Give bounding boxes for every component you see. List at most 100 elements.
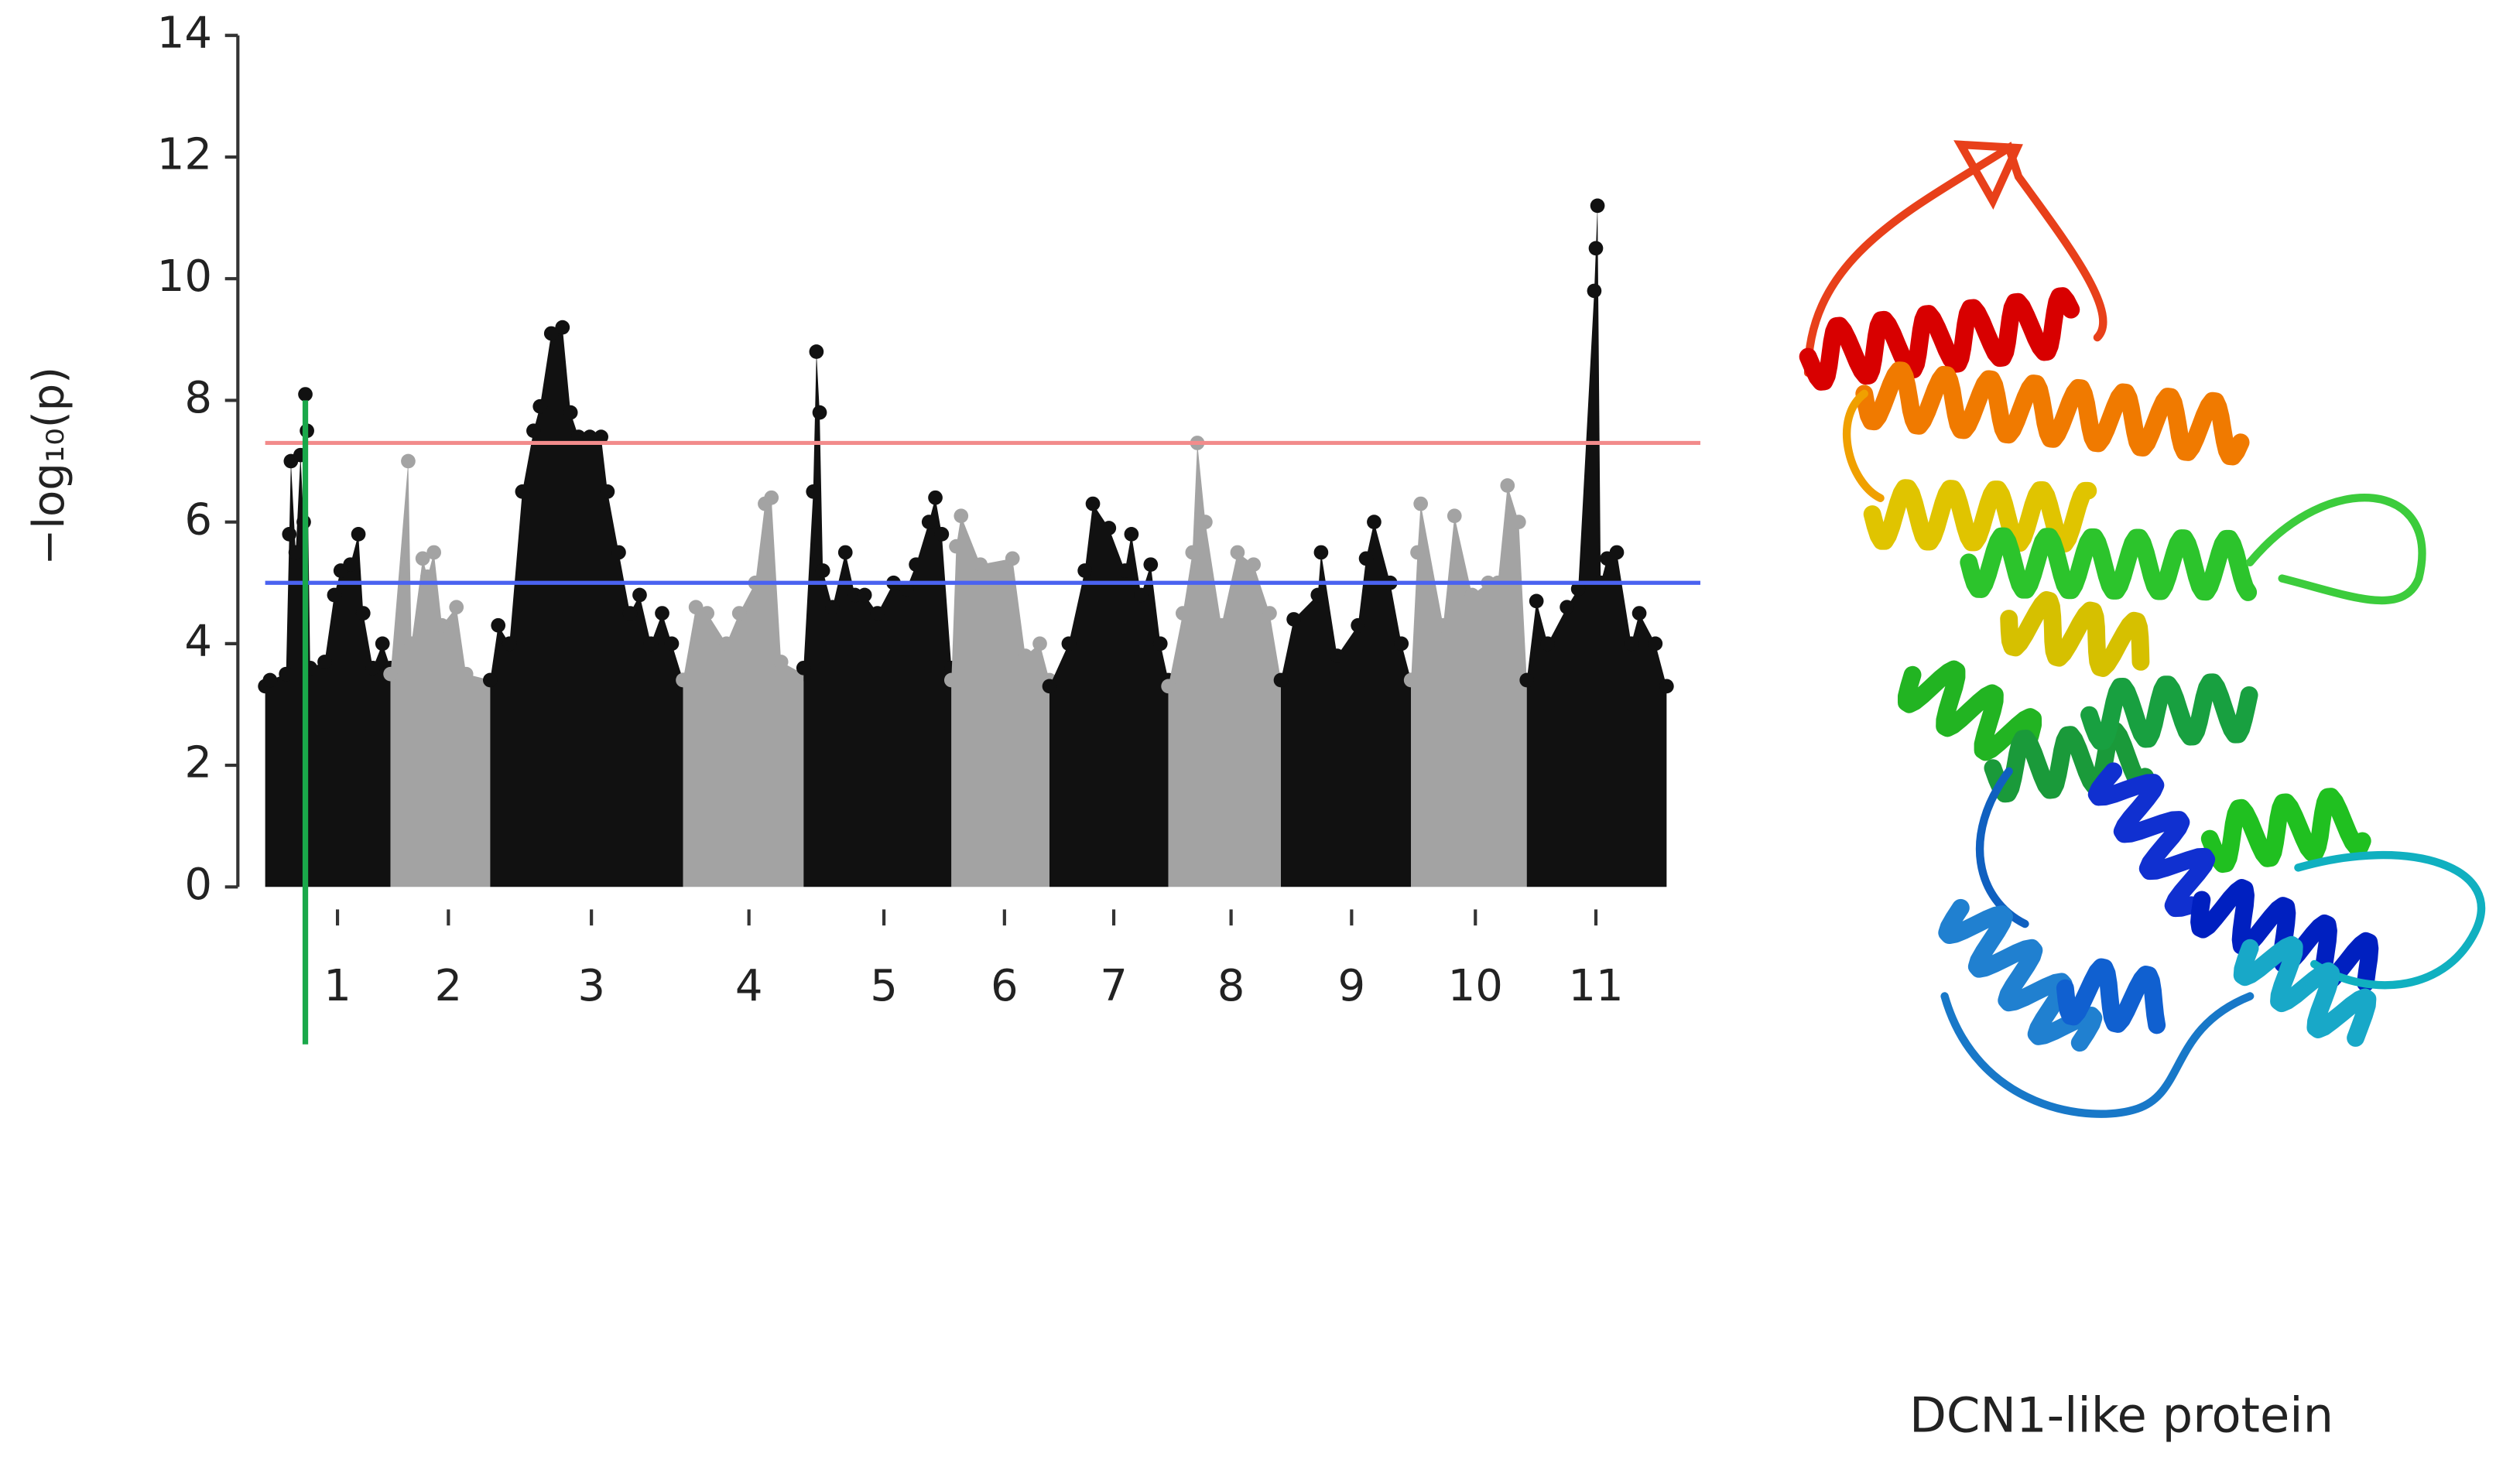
point-mass [1280, 521, 1412, 887]
point-mass [1168, 443, 1281, 887]
snp-point [1367, 515, 1382, 529]
snp-point [870, 606, 885, 621]
snp-point [812, 405, 827, 420]
snp-point [1410, 545, 1425, 560]
snp-point [1273, 672, 1289, 688]
snp-point [1609, 545, 1625, 560]
point-mass [683, 498, 804, 887]
snp-point [555, 320, 570, 335]
snp-point [1077, 563, 1093, 578]
x-tick-label: 1 [324, 961, 351, 1011]
snp-point [1464, 587, 1480, 603]
snp-point [1511, 515, 1526, 529]
snp-point [1310, 587, 1326, 603]
snp-point [1124, 527, 1139, 542]
snp-point [928, 490, 943, 505]
snp-point [1042, 679, 1057, 694]
snp-point [954, 508, 969, 524]
snp-point [973, 557, 988, 573]
snp-point [515, 484, 530, 499]
x-tick-label: 8 [1217, 961, 1245, 1011]
snp-point [1588, 241, 1604, 256]
snp-point [1540, 636, 1556, 651]
protein-structure [1799, 140, 2486, 1118]
snp-point [1519, 672, 1535, 688]
snp-point [317, 655, 332, 669]
y-tick-label: 0 [184, 860, 212, 910]
snp-point [1143, 557, 1159, 573]
snp-point [700, 606, 715, 621]
snp-point [1018, 648, 1033, 663]
snp-point [1262, 606, 1277, 621]
snp-point [288, 545, 303, 560]
snp-point [796, 660, 811, 675]
x-tick-label: 5 [870, 961, 898, 1011]
snp-point [719, 636, 734, 651]
snp-point [1175, 606, 1190, 621]
x-tick-label: 9 [1338, 961, 1366, 1011]
y-tick-label: 6 [184, 494, 212, 545]
snp-point [1061, 636, 1077, 651]
snp-point [1394, 636, 1409, 651]
loop [1803, 142, 2107, 378]
x-tick-label: 6 [991, 961, 1019, 1011]
helix [1855, 361, 2250, 466]
snp-point [351, 527, 366, 542]
snp-point [458, 666, 474, 682]
y-tick-label: 8 [184, 373, 212, 423]
snp-point [837, 545, 853, 560]
snp-point [426, 545, 442, 560]
x-tick-label: 7 [1100, 961, 1128, 1011]
point-mass [390, 461, 491, 887]
snp-point [1447, 508, 1462, 524]
helix [2233, 935, 2377, 1047]
y-axis-label: −log₁₀(p) [24, 367, 74, 566]
snp-point [355, 606, 371, 621]
y-tick-label: 4 [184, 616, 212, 666]
snp-point [526, 423, 541, 439]
snp-point [773, 655, 789, 669]
snp-point [1587, 283, 1602, 299]
snp-point [415, 551, 430, 566]
snp-point [343, 557, 358, 573]
snp-point [401, 453, 416, 469]
snp-point [434, 617, 450, 633]
snp-point [764, 490, 779, 505]
snp-point [1286, 612, 1301, 627]
snp-point [1133, 587, 1149, 603]
point-mass [1526, 205, 1667, 887]
snp-point [943, 672, 959, 688]
y-tick-label: 10 [157, 251, 212, 302]
protein-caption: DCN1-like protein [1909, 1387, 2333, 1444]
helix [2200, 788, 2371, 874]
snp-point [643, 636, 659, 651]
point-mass [490, 327, 683, 887]
snp-point [857, 587, 872, 603]
snp-point [806, 484, 821, 499]
snp-point [1358, 551, 1374, 566]
snp-point [1005, 551, 1020, 566]
snp-point [1330, 648, 1345, 663]
snp-point [600, 484, 615, 499]
snp-point [298, 387, 313, 402]
x-tick-label: 4 [735, 961, 763, 1011]
snp-point [420, 569, 435, 584]
snp-point [532, 398, 548, 414]
y-tick-label: 2 [184, 738, 212, 788]
snp-point [1185, 545, 1200, 560]
helix [2087, 762, 2216, 918]
snp-point [1161, 679, 1176, 694]
y-tick-label: 12 [157, 130, 212, 180]
snp-point [1624, 636, 1639, 651]
snp-point [1436, 617, 1451, 633]
y-tick-label: 14 [157, 8, 212, 58]
snp-point [1500, 478, 1515, 493]
snp-point [1214, 617, 1229, 633]
snp-point [449, 600, 464, 615]
snp-point [825, 600, 840, 615]
snp-point [1659, 679, 1674, 694]
helix [2056, 958, 2166, 1034]
helix [1938, 898, 2103, 1052]
snp-point [809, 344, 824, 359]
